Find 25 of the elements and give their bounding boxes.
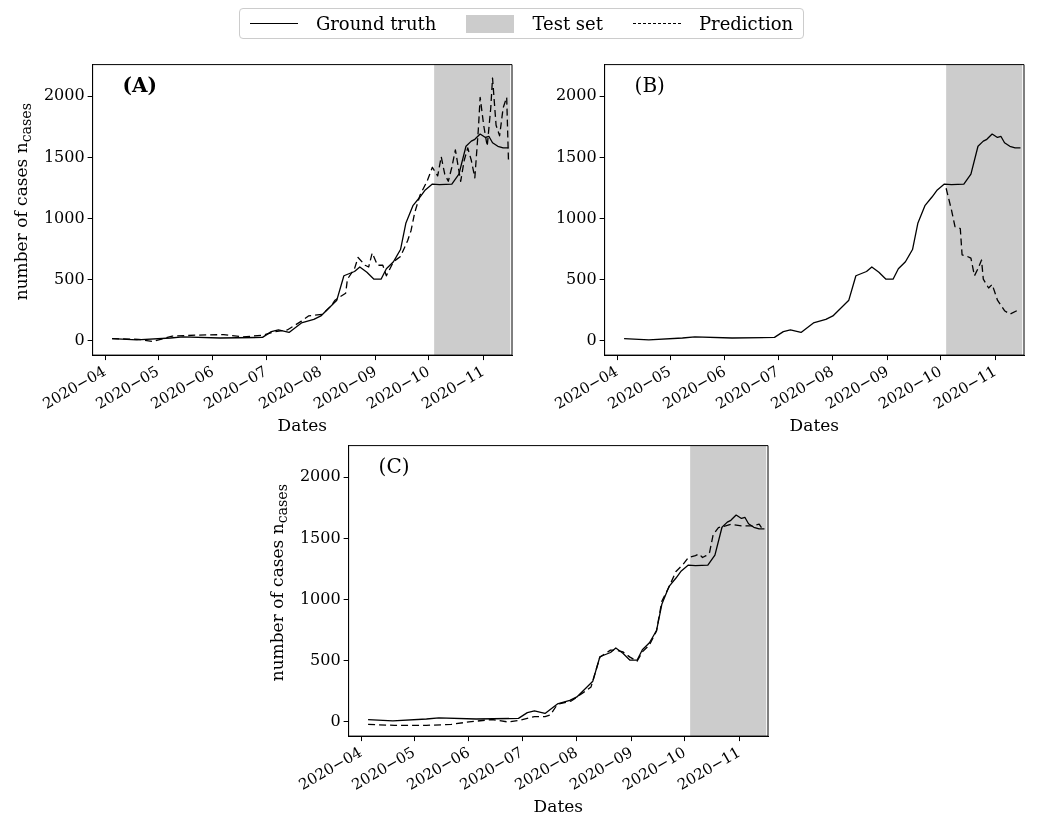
legend-label: Ground truth: [315, 13, 437, 34]
annotation: (B): [634, 72, 665, 97]
legend-label: Prediction: [698, 13, 794, 34]
annotation: (A): [122, 72, 158, 97]
x-axis-title: Dates: [789, 415, 839, 436]
y-tick-label: 500: [54, 268, 85, 288]
x-axis-title: Dates: [277, 415, 327, 436]
legend-label: Test set: [532, 13, 603, 34]
y-tick-label: 1500: [299, 527, 341, 547]
y-tick-label: 2000: [299, 466, 341, 486]
annotation: (C): [378, 453, 410, 478]
y-tick-label: 500: [566, 268, 597, 288]
y-tick-label: 0: [74, 329, 85, 349]
y-tick-label: 2000: [43, 85, 85, 105]
y-tick-label: 1000: [299, 588, 341, 608]
y-tick-label: 1500: [43, 146, 85, 166]
y-tick-label: 2000: [555, 85, 597, 105]
y-tick-label: 0: [330, 710, 341, 730]
y-tick-label: 500: [310, 649, 341, 669]
y-tick-label: 0: [586, 329, 597, 349]
y-tick-label: 1000: [43, 207, 85, 227]
y-tick-label: 1500: [555, 146, 597, 166]
line-series: [945, 187, 1018, 315]
y-tick-label: 1000: [555, 207, 597, 227]
x-axis-title: Dates: [533, 796, 583, 817]
